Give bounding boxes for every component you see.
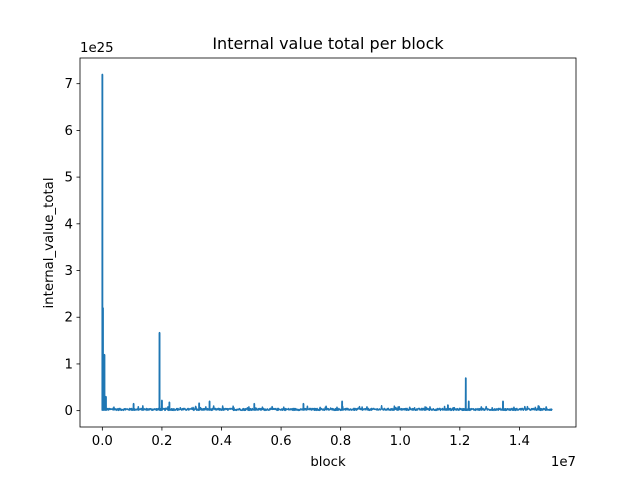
x-axis-label: block (310, 455, 346, 470)
y-tick-label: 4 (65, 217, 73, 232)
y-tick-label: 0 (65, 404, 73, 419)
y-tick-label: 2 (65, 311, 73, 326)
x-tick-label: 1.4 (509, 434, 530, 449)
plot-frame (79, 57, 577, 428)
y-tick-label: 1 (65, 357, 73, 372)
series-line (101, 73, 553, 412)
x-tick-label: 0.6 (271, 434, 292, 449)
plot-area (101, 73, 553, 412)
x-tick-label: 1.0 (390, 434, 411, 449)
x-tick-label: 0.2 (151, 434, 172, 449)
y-tick-label: 3 (65, 264, 73, 279)
x-tick-label: 1.2 (449, 434, 470, 449)
x-axis-offset-label: 1e7 (551, 455, 576, 470)
chart-title: Internal value total per block (212, 34, 444, 53)
y-tick-label: 5 (65, 171, 73, 186)
y-tick-label: 6 (65, 124, 73, 139)
x-axis: 0.0 0.2 0.4 0.6 0.8 1.0 1.2 1.4 (92, 427, 530, 449)
x-tick-label: 0.4 (211, 434, 232, 449)
x-tick-label: 0.8 (330, 434, 351, 449)
y-axis-offset-label: 1e25 (80, 41, 114, 56)
y-axis-label: internal_value_total (42, 177, 57, 308)
x-tick-label: 0.0 (92, 434, 113, 449)
y-tick-label: 7 (65, 77, 73, 92)
y-axis: 0 1 2 3 4 5 6 7 (65, 77, 80, 419)
